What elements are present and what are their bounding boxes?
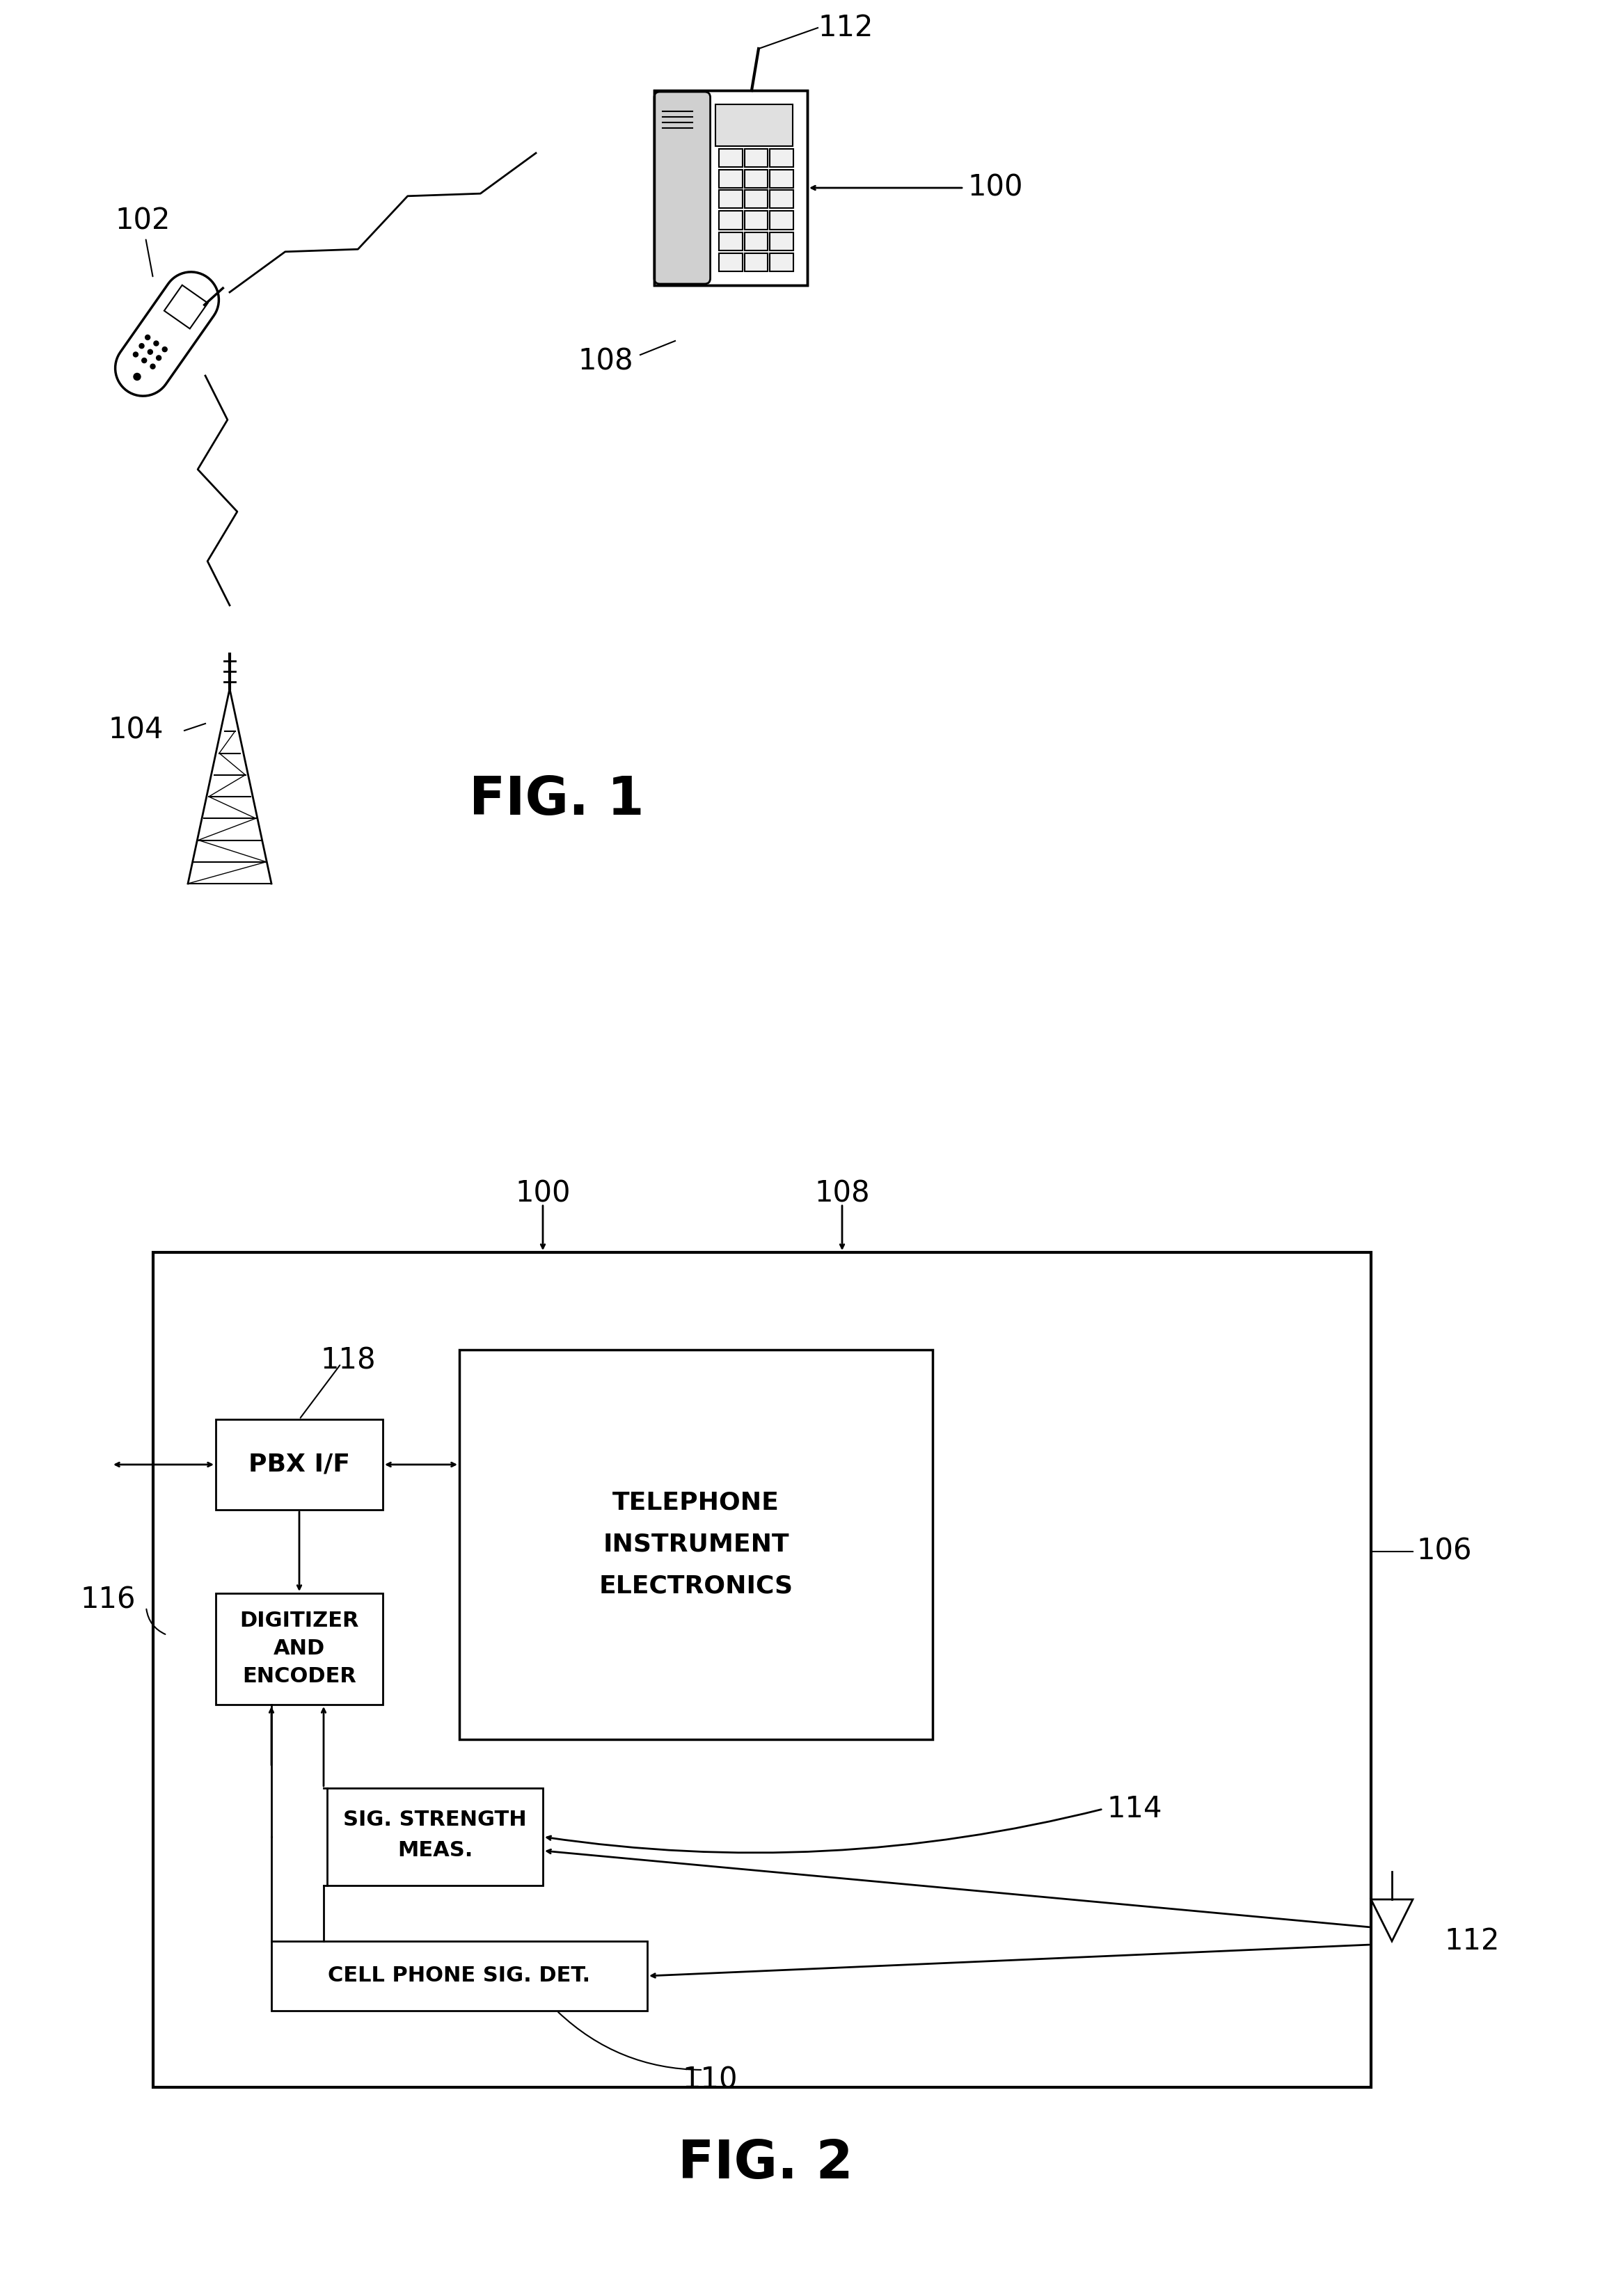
Circle shape	[139, 344, 144, 349]
FancyBboxPatch shape	[654, 92, 710, 285]
Bar	[744, 232, 768, 250]
Circle shape	[142, 358, 147, 363]
Bar	[770, 170, 794, 188]
Text: 118: 118	[320, 1345, 376, 1375]
Text: 100: 100	[968, 172, 1022, 202]
Bar	[216, 1593, 382, 1704]
Text: 112: 112	[1445, 1926, 1499, 1956]
Circle shape	[134, 374, 141, 381]
Circle shape	[162, 347, 166, 351]
Polygon shape	[165, 285, 208, 328]
Text: SIG. STRENGTH: SIG. STRENGTH	[344, 1809, 526, 1830]
Text: FIG. 2: FIG. 2	[678, 2138, 853, 2190]
Bar	[216, 1419, 382, 1511]
Text: 114: 114	[1107, 1795, 1162, 1823]
Text: 104: 104	[109, 716, 163, 746]
Circle shape	[146, 335, 150, 340]
Bar	[654, 90, 808, 285]
Bar	[459, 1350, 933, 1740]
Bar	[770, 191, 794, 209]
Bar	[715, 103, 792, 147]
Text: TELEPHONE: TELEPHONE	[613, 1490, 779, 1515]
Text: ELECTRONICS: ELECTRONICS	[598, 1575, 794, 1598]
Text: 106: 106	[1416, 1536, 1472, 1566]
Bar	[272, 1940, 648, 2011]
Text: AND: AND	[274, 1639, 325, 1660]
Text: 102: 102	[115, 207, 170, 276]
Bar	[744, 211, 768, 230]
Bar	[718, 253, 742, 271]
Text: MEAS.: MEAS.	[397, 1841, 472, 1860]
Text: 112: 112	[818, 14, 874, 41]
Text: 108: 108	[578, 347, 634, 377]
Text: FIG. 1: FIG. 1	[469, 774, 645, 827]
Bar	[718, 191, 742, 209]
Circle shape	[133, 351, 138, 356]
Bar	[770, 253, 794, 271]
Text: INSTRUMENT: INSTRUMENT	[603, 1534, 789, 1557]
Bar	[718, 211, 742, 230]
Bar	[654, 90, 808, 285]
Text: 116: 116	[80, 1587, 136, 1614]
Text: CELL PHONE SIG. DET.: CELL PHONE SIG. DET.	[328, 1965, 590, 1986]
Circle shape	[147, 349, 152, 354]
Bar	[326, 1789, 542, 1885]
Bar	[770, 211, 794, 230]
Text: 110: 110	[682, 2066, 738, 2094]
Bar	[718, 170, 742, 188]
Polygon shape	[1371, 1899, 1413, 1940]
Text: 108: 108	[814, 1178, 870, 1208]
Bar	[654, 90, 707, 285]
Text: 100: 100	[515, 1178, 571, 1208]
Bar	[744, 149, 768, 168]
Text: PBX I/F: PBX I/F	[248, 1453, 350, 1476]
Bar	[770, 232, 794, 250]
Bar	[154, 1251, 1371, 2087]
Bar	[770, 149, 794, 168]
Circle shape	[150, 365, 155, 370]
Bar	[744, 253, 768, 271]
Text: ENCODER: ENCODER	[242, 1667, 357, 1688]
Bar	[744, 191, 768, 209]
Bar	[744, 170, 768, 188]
Bar	[718, 149, 742, 168]
Polygon shape	[115, 271, 219, 395]
Circle shape	[157, 356, 162, 360]
Circle shape	[154, 340, 158, 347]
Text: DIGITIZER: DIGITIZER	[240, 1612, 358, 1630]
Bar	[718, 232, 742, 250]
